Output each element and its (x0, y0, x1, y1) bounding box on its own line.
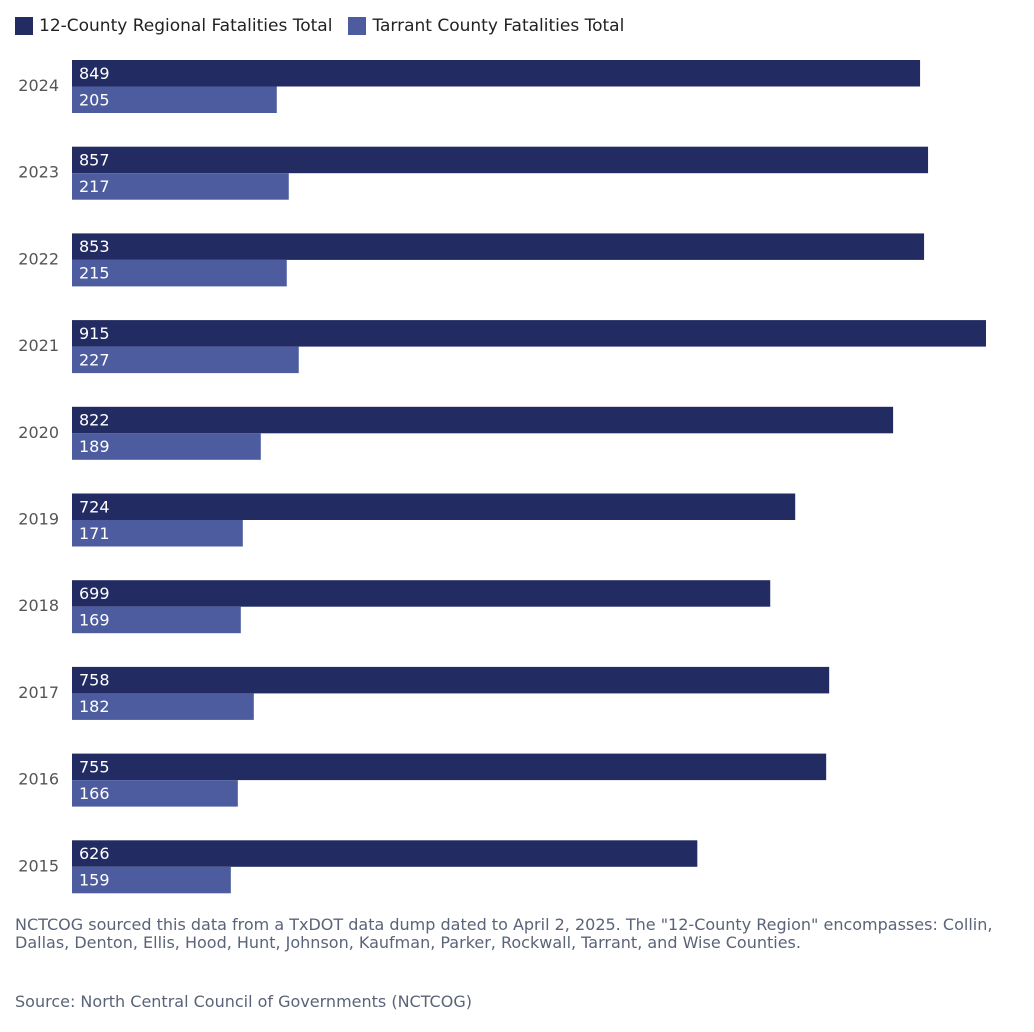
value-label-regional-2022: 853 (79, 237, 110, 256)
bar-regional-2021[interactable] (72, 320, 986, 347)
value-label-regional-2018: 699 (79, 584, 110, 603)
value-label-regional-2024: 849 (79, 64, 110, 83)
value-label-regional-2019: 724 (79, 497, 110, 516)
year-label-2016: 2016 (18, 770, 59, 789)
bar-regional-2023[interactable] (72, 146, 929, 174)
value-label-tarrant-2018: 169 (79, 610, 110, 629)
value-label-tarrant-2016: 166 (79, 784, 110, 803)
chart-footnote: NCTCOG sourced this data from a TxDOT da… (15, 915, 993, 952)
bar-tarrant-2020[interactable] (72, 433, 261, 460)
year-label-2018: 2018 (18, 596, 59, 615)
value-label-regional-2023: 857 (79, 150, 110, 169)
year-label-2020: 2020 (18, 423, 59, 442)
legend-item-regional[interactable]: 12-County Regional Fatalities Total (15, 16, 332, 36)
value-label-tarrant-2020: 189 (79, 437, 110, 456)
legend-swatch-tarrant (348, 17, 367, 35)
bar-tarrant-2022[interactable] (72, 259, 287, 287)
bar-regional-2022[interactable] (72, 233, 925, 260)
value-label-tarrant-2015: 159 (79, 871, 110, 890)
bar-regional-2015[interactable] (72, 840, 698, 867)
bar-tarrant-2015[interactable] (72, 866, 231, 894)
chart-source: Source: North Central Council of Governm… (15, 992, 472, 1011)
legend-swatch-regional (15, 17, 33, 35)
bar-regional-2024[interactable] (72, 60, 921, 87)
year-label-2022: 2022 (18, 249, 59, 268)
bar-tarrant-2023[interactable] (72, 173, 289, 200)
legend-label-tarrant: Tarrant County Fatalities Total (372, 16, 625, 36)
bar-regional-2017[interactable] (72, 666, 830, 694)
bar-regional-2019[interactable] (72, 493, 796, 521)
year-label-2015: 2015 (18, 856, 59, 875)
value-label-tarrant-2024: 205 (79, 90, 110, 109)
bar-tarrant-2018[interactable] (72, 606, 241, 634)
value-label-tarrant-2022: 215 (79, 264, 110, 283)
bar-tarrant-2021[interactable] (72, 346, 299, 374)
value-label-regional-2016: 755 (79, 757, 110, 776)
year-label-2024: 2024 (18, 76, 59, 95)
bar-tarrant-2024[interactable] (72, 86, 277, 114)
value-label-tarrant-2017: 182 (79, 697, 110, 716)
value-label-tarrant-2019: 171 (79, 524, 110, 543)
year-label-2019: 2019 (18, 510, 59, 529)
bar-tarrant-2019[interactable] (72, 520, 243, 547)
legend-item-tarrant[interactable]: Tarrant County Fatalities Total (348, 16, 624, 36)
year-label-2023: 2023 (18, 163, 59, 182)
chart-legend: 12-County Regional Fatalities Total Tarr… (15, 12, 624, 40)
bar-tarrant-2017[interactable] (72, 693, 254, 720)
value-label-regional-2017: 758 (79, 671, 110, 690)
bar-regional-2016[interactable] (72, 753, 827, 781)
year-label-2021: 2021 (18, 336, 59, 355)
value-label-regional-2020: 822 (79, 411, 110, 430)
year-label-2017: 2017 (18, 683, 59, 702)
bar-regional-2020[interactable] (72, 406, 894, 434)
legend-label-regional: 12-County Regional Fatalities Total (39, 16, 333, 36)
value-label-tarrant-2021: 227 (79, 350, 110, 369)
value-label-regional-2015: 626 (79, 844, 110, 863)
value-label-tarrant-2023: 217 (79, 177, 110, 196)
bar-tarrant-2016[interactable] (72, 780, 238, 807)
value-label-regional-2021: 915 (79, 324, 110, 343)
bar-regional-2018[interactable] (72, 580, 771, 607)
bar-chart: 2024 849 205 2023 857 217 2022 853 215 2021 915 227… (18, 60, 986, 894)
